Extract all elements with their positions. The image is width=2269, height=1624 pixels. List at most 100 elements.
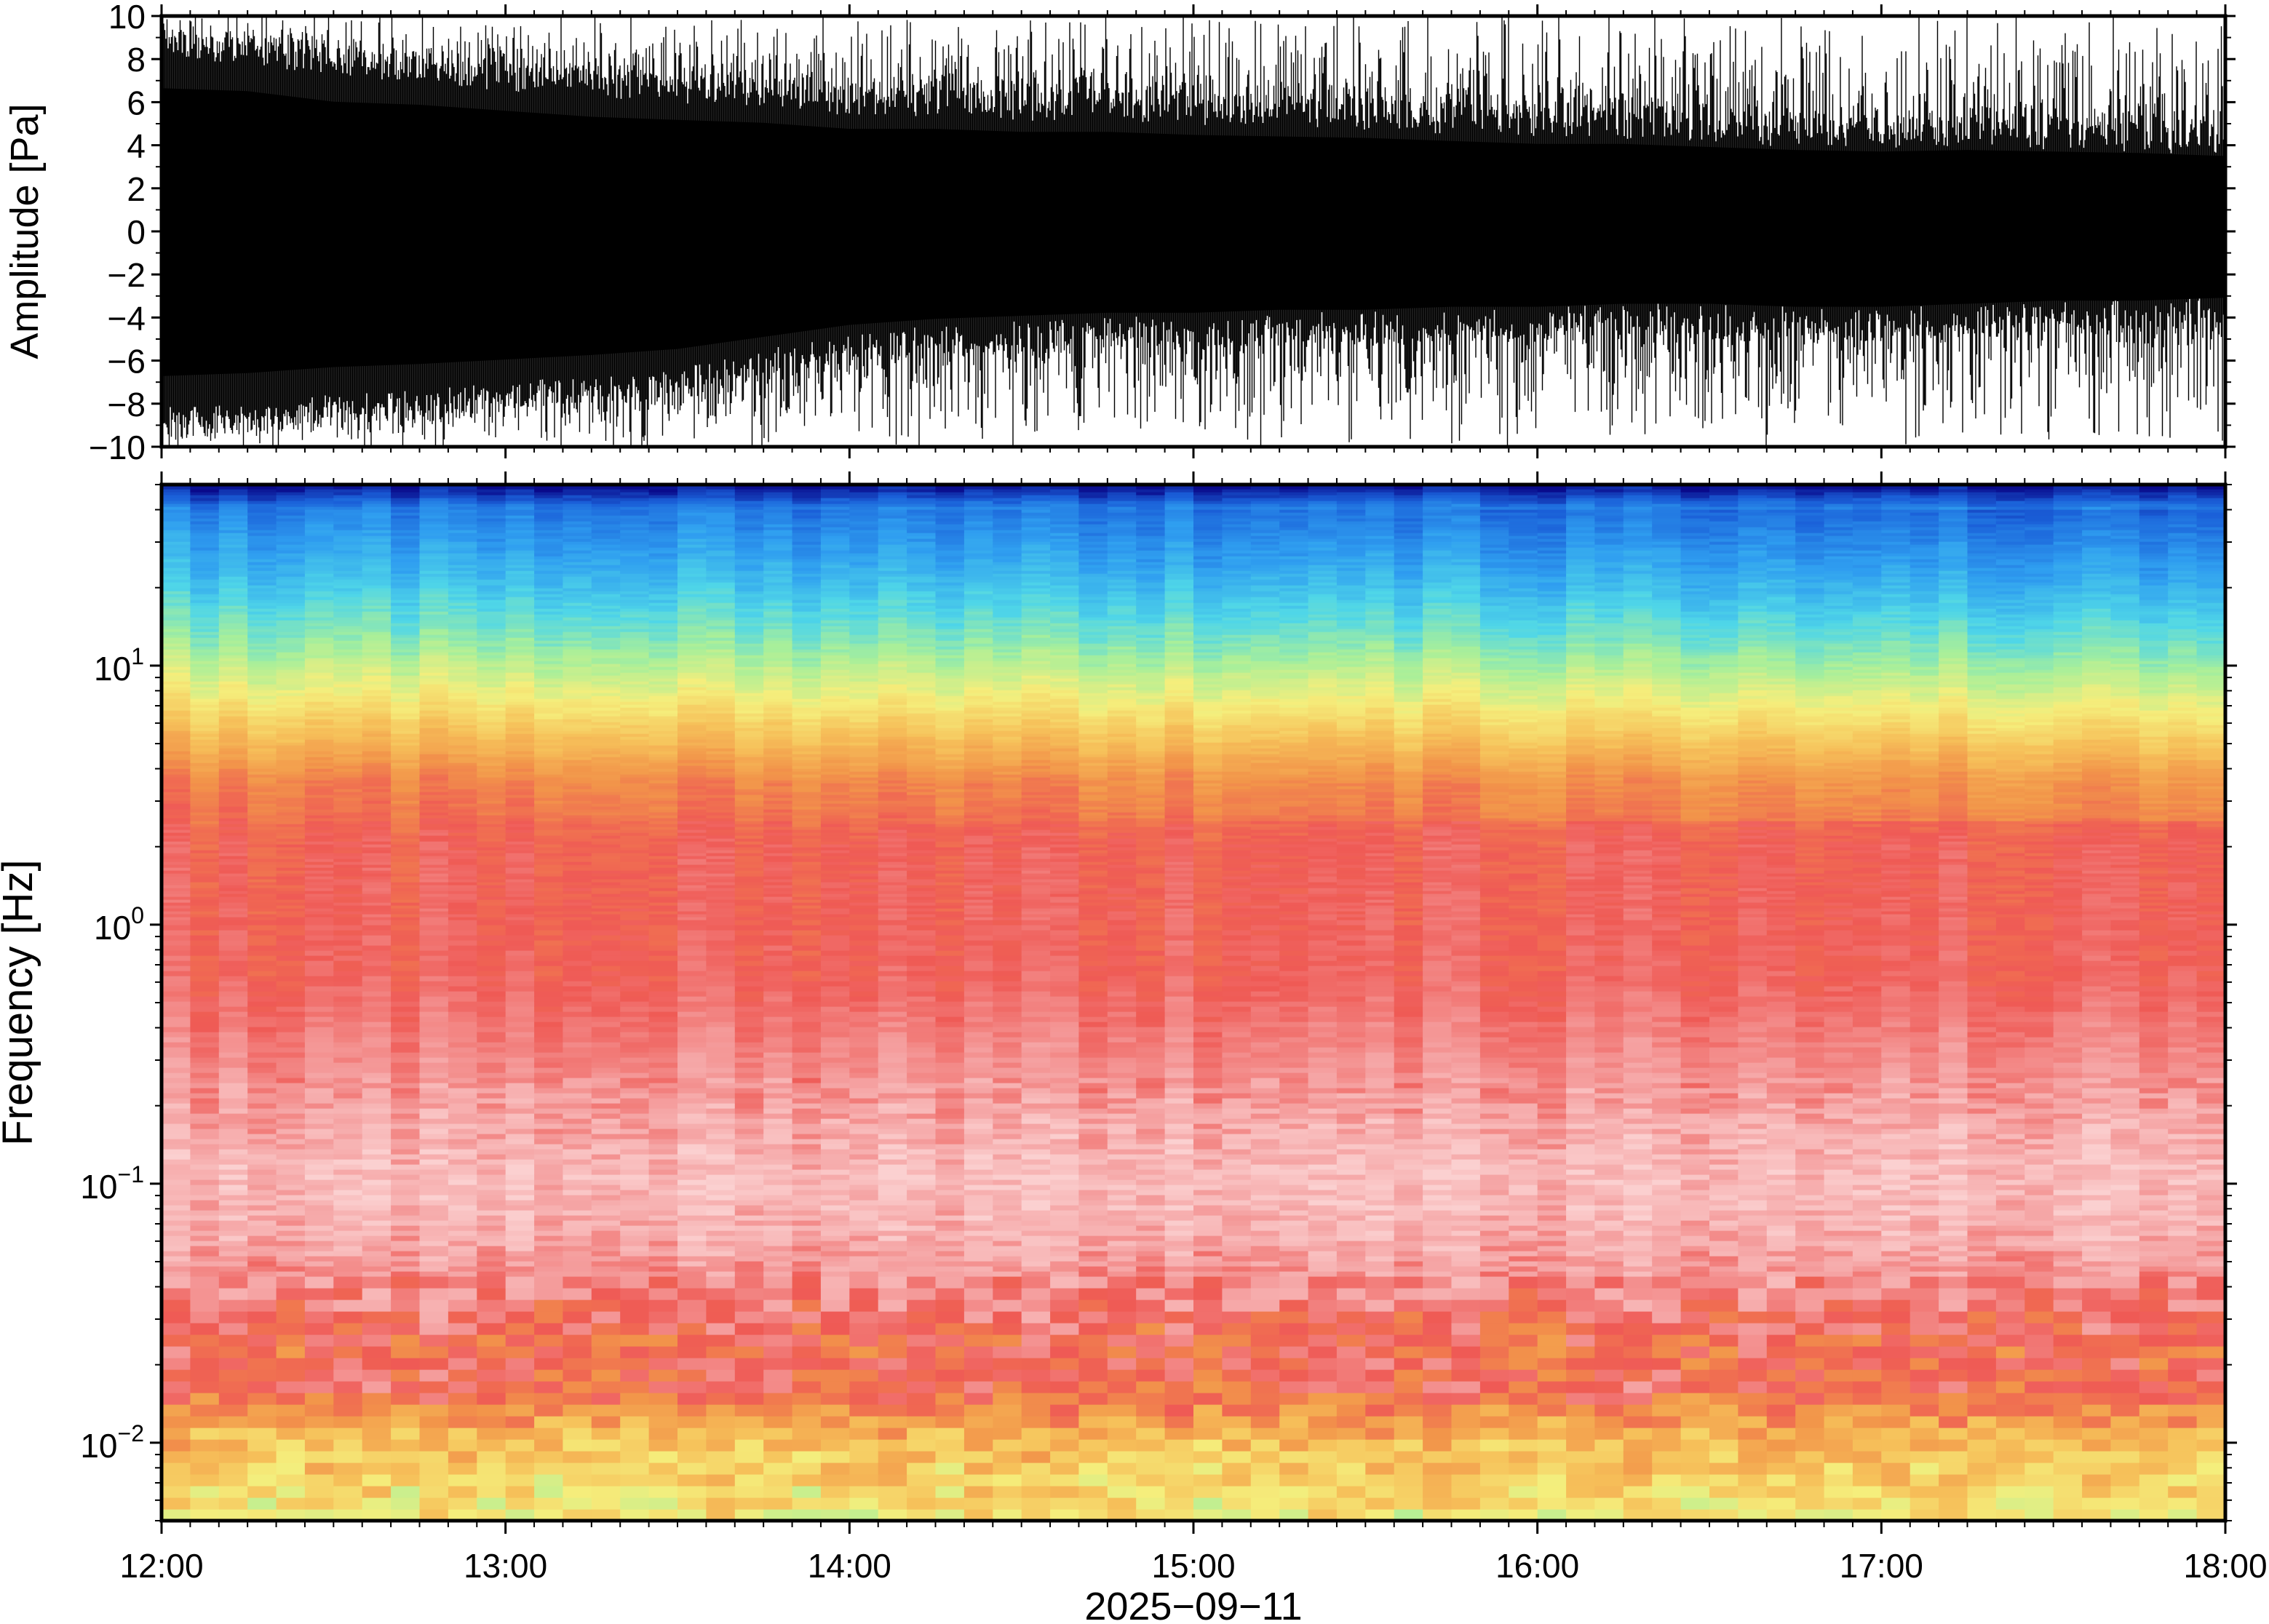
spectrogram-cell [677, 664, 707, 667]
spectrogram-cell [591, 1509, 621, 1521]
spectrogram-cell [247, 1159, 277, 1165]
spectrogram-cell [648, 719, 678, 723]
spectrogram-cell [477, 835, 506, 839]
spectrogram-cell [333, 1474, 363, 1486]
spectrogram-cell [677, 818, 707, 821]
spectrogram-cell [591, 512, 621, 516]
spectrogram-cell [677, 690, 707, 693]
spectrogram-cell [304, 795, 335, 798]
spectrogram-cell [218, 885, 248, 888]
spectrogram-cell [190, 1205, 220, 1211]
spectrogram-cell [276, 512, 306, 516]
spectrogram-cell [706, 640, 736, 644]
spectrogram-cell [190, 719, 220, 723]
spectrogram-cell [677, 582, 707, 586]
spectrogram-cell [304, 809, 335, 813]
spectrogram-cell [706, 684, 736, 688]
spectrogram-cell [477, 1027, 506, 1032]
spectrogram-cell [162, 861, 191, 865]
spectrogram-cell [218, 666, 248, 670]
spectrogram-cell [591, 652, 621, 656]
waveform-y-tick-label: −4 [108, 299, 146, 337]
spectrogram-cell [333, 859, 363, 862]
spectrogram-cell [620, 751, 650, 755]
spectrogram-cell [477, 1103, 506, 1109]
spectrogram-cell [448, 930, 478, 936]
spectrogram-cell [190, 725, 220, 728]
spectrogram-cell [648, 515, 678, 519]
spectrogram-cell [448, 751, 478, 755]
spectrogram-cell [247, 608, 277, 612]
spectrogram-cell [362, 675, 392, 679]
spectrogram-cell [419, 882, 449, 885]
spectrogram-cell [162, 728, 191, 731]
spectrogram-cell [534, 710, 564, 714]
spectrogram-cell [477, 565, 506, 568]
spectrogram-cell [591, 815, 621, 819]
spectrogram-cell [706, 704, 736, 708]
spectrogram-cell [162, 751, 191, 755]
spectrogram-cell [419, 486, 449, 490]
spectrogram-cell [218, 757, 248, 760]
spectrogram-cell [677, 955, 707, 961]
spectrogram-cell [448, 800, 478, 804]
spectrogram-cell [247, 774, 277, 778]
spectrogram-cell [190, 950, 220, 956]
spectrogram-cell [218, 853, 248, 856]
spectrogram-cell [362, 1334, 392, 1347]
spectrogram-cell [190, 617, 220, 621]
spectrogram-cell [333, 841, 363, 845]
spectrogram-cell [677, 792, 707, 795]
spectrogram-cell [391, 1159, 421, 1165]
spectrogram-cell [362, 815, 392, 819]
spectrogram-cell [218, 870, 248, 874]
spectrogram-cell [648, 629, 678, 632]
spectrogram-cell [304, 780, 335, 784]
spectrogram-cell [477, 809, 506, 813]
spectrogram-cell [391, 908, 421, 912]
spectrogram-cell [333, 765, 363, 769]
spectrogram-cell [534, 876, 564, 880]
spectrogram-cell [677, 1129, 707, 1134]
spectrogram-cell [190, 896, 220, 900]
spectrogram-cell [448, 893, 478, 897]
spectrogram-cell [276, 1190, 306, 1195]
spectrogram-cell [620, 1022, 650, 1027]
spectrogram-cell [677, 859, 707, 862]
spectrogram-cell [448, 1083, 478, 1088]
spectrogram-cell [648, 611, 678, 615]
spectrogram-cell [218, 914, 248, 918]
spectrogram-cell [448, 1276, 478, 1289]
spectrogram-cell [419, 704, 449, 708]
spectrogram-cell [218, 1346, 248, 1358]
spectrogram-cell [706, 681, 736, 685]
spectrogram-cell [620, 1072, 650, 1078]
spectrogram-cell [505, 1451, 535, 1463]
spectrogram-cell [218, 515, 248, 519]
spectrogram-cell [648, 1047, 678, 1053]
spectrogram-cell [362, 832, 392, 836]
spectrogram-cell [448, 629, 478, 632]
spectrogram-cell [648, 693, 678, 696]
spectrogram-cell [620, 576, 650, 580]
spectrogram-cell [304, 960, 335, 966]
spectrogram-cell [620, 1428, 650, 1440]
spectrogram-cell [247, 512, 277, 516]
spectrogram-cell [218, 742, 248, 746]
spectrogram-cell [620, 815, 650, 819]
spectrogram-cell [706, 1057, 736, 1063]
spectrogram-cell [276, 780, 306, 784]
spectrogram-cell [304, 1235, 335, 1241]
spectrogram-cell [276, 1358, 306, 1370]
spectrogram-cell [448, 728, 478, 731]
spectrogram-cell [620, 562, 650, 565]
spectrogram-cell [419, 792, 449, 795]
spectrogram-cell [162, 515, 191, 519]
spectrogram-cell [391, 579, 421, 583]
spectrogram-cell [534, 620, 564, 624]
spectrogram-cell [534, 684, 564, 688]
spectrogram-cell [448, 710, 478, 714]
spectrogram-cell [419, 664, 449, 667]
spectrogram-cell [391, 832, 421, 836]
spectrogram-cell [448, 1358, 478, 1370]
